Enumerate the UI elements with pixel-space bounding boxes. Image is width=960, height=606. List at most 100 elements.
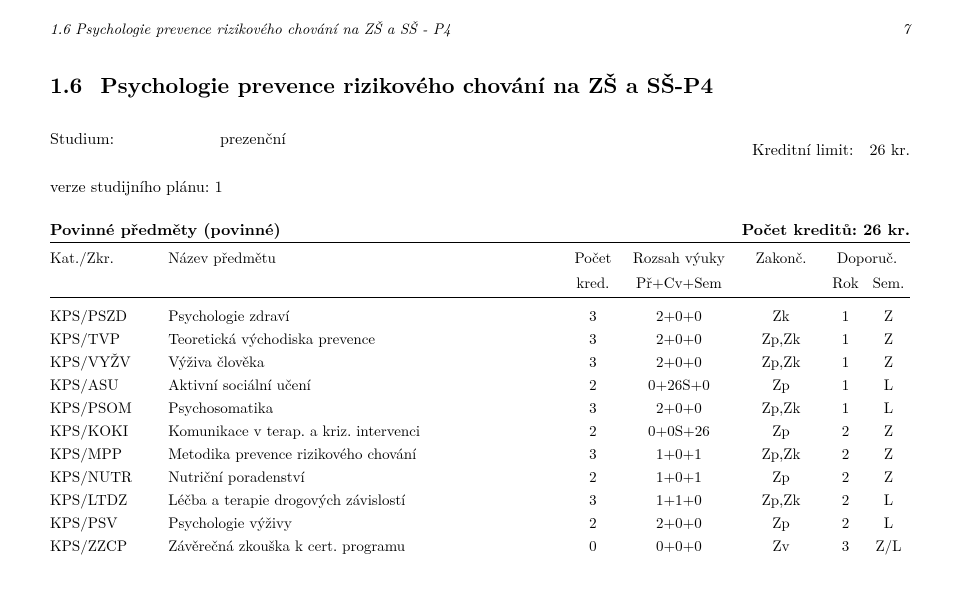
- cell-sem: L: [867, 373, 910, 396]
- cell-roz: 1+1+0: [620, 488, 738, 511]
- cell-kred: 3: [566, 396, 620, 419]
- table-row: KPS/VYŽVVýživa člověka32+0+0Zp,Zk1Z: [50, 350, 910, 373]
- cell-name: Psychologie výživy: [168, 511, 566, 534]
- cell-roz: 2+0+0: [620, 396, 738, 419]
- cell-kat: KPS/ZZCP: [50, 534, 168, 557]
- table-row: KPS/ZZCPZávěrečná zkouška k cert. progra…: [50, 534, 910, 557]
- cell-kred: 3: [566, 350, 620, 373]
- table-row: KPS/PSZDPsychologie zdraví32+0+0Zk1Z: [50, 304, 910, 327]
- table-row: KPS/LTDZLéčba a terapie drogových závisl…: [50, 488, 910, 511]
- cell-roz: 2+0+0: [620, 350, 738, 373]
- cell-kat: KPS/NUTR: [50, 465, 168, 488]
- cell-roz: 1+0+1: [620, 442, 738, 465]
- cell-rok: 1: [824, 304, 867, 327]
- cell-sem: Z/L: [867, 534, 910, 557]
- cell-zak: Zp: [738, 465, 824, 488]
- table-row: KPS/ASUAktivní sociální učení20+26S+0Zp1…: [50, 373, 910, 396]
- section-text: Psychologie prevence rizikového chování …: [100, 69, 713, 100]
- cell-rok: 1: [824, 373, 867, 396]
- section-title: 1.6 Psychologie prevence rizikového chová…: [50, 69, 910, 100]
- page-number: 7: [902, 18, 910, 39]
- th-rok: Rok: [824, 270, 867, 295]
- running-header: 1.6 Psychologie prevence rizikového chov…: [50, 18, 910, 39]
- cell-rok: 1: [824, 396, 867, 419]
- th-roz: Rozsah výuky: [620, 245, 738, 270]
- table-header: Kat./Zkr. Název předmětu Počet Rozsah vý…: [50, 245, 910, 295]
- study-value: prezenční: [220, 126, 286, 149]
- rule-mid: [50, 297, 910, 298]
- cell-rok: 2: [824, 419, 867, 442]
- cell-kat: KPS/KOKI: [50, 419, 168, 442]
- cell-sem: Z: [867, 419, 910, 442]
- cell-name: Závěrečná zkouška k cert. programu: [168, 534, 566, 557]
- cell-kred: 2: [566, 511, 620, 534]
- cell-rok: 2: [824, 511, 867, 534]
- cell-rok: 2: [824, 488, 867, 511]
- group-credits: Počet kreditů: 26 kr.: [742, 217, 910, 240]
- cell-kat: KPS/ASU: [50, 373, 168, 396]
- th-zak: Zakonč.: [738, 245, 824, 270]
- table-row: KPS/TVPTeoretická východiska prevence32+…: [50, 327, 910, 350]
- credit-limit-value: 26 kr.: [870, 137, 911, 160]
- section-number: 1.6: [50, 69, 82, 100]
- th-kat: Kat./Zkr.: [50, 245, 168, 270]
- table-row: KPS/PSVPsychologie výživy22+0+0Zp2L: [50, 511, 910, 534]
- cell-kat: KPS/VYŽV: [50, 350, 168, 373]
- th-dop: Doporuč.: [824, 245, 910, 270]
- cell-name: Psychologie zdraví: [168, 304, 566, 327]
- study-label: Studium:: [50, 126, 220, 149]
- cell-zak: Zp: [738, 419, 824, 442]
- cell-rok: 3: [824, 534, 867, 557]
- cell-kred: 2: [566, 373, 620, 396]
- cell-name: Léčba a terapie drogových závislostí: [168, 488, 566, 511]
- cell-name: Metodika prevence rizikového chování: [168, 442, 566, 465]
- group-header: Povinné předměty (povinné) Počet kreditů…: [50, 217, 910, 240]
- cell-rok: 2: [824, 442, 867, 465]
- cell-zak: Zp,Zk: [738, 488, 824, 511]
- cell-roz: 2+0+0: [620, 511, 738, 534]
- cell-roz: 1+0+1: [620, 465, 738, 488]
- cell-name: Nutriční poradenství: [168, 465, 566, 488]
- cell-kred: 3: [566, 488, 620, 511]
- cell-kat: KPS/PSV: [50, 511, 168, 534]
- cell-sem: Z: [867, 442, 910, 465]
- cell-roz: 0+0S+26: [620, 419, 738, 442]
- cell-kred: 0: [566, 534, 620, 557]
- cell-kat: KPS/PSZD: [50, 304, 168, 327]
- cell-zak: Zp,Zk: [738, 327, 824, 350]
- cell-sem: Z: [867, 350, 910, 373]
- cell-sem: Z: [867, 465, 910, 488]
- cell-kat: KPS/PSOM: [50, 396, 168, 419]
- table-row: KPS/MPPMetodika prevence rizikového chov…: [50, 442, 910, 465]
- cell-name: Komunikace v terap. a kriz. intervenci: [168, 419, 566, 442]
- th-sem: Sem.: [867, 270, 910, 295]
- cell-roz: 0+26S+0: [620, 373, 738, 396]
- cell-kat: KPS/MPP: [50, 442, 168, 465]
- credit-limit-label: Kreditní limit:: [752, 137, 853, 160]
- rule-top: [50, 242, 910, 243]
- plan-version: verze studijního plánu: 1: [50, 174, 223, 197]
- running-title: 1.6 Psychologie prevence rizikového chov…: [50, 18, 451, 39]
- cell-zak: Zp,Zk: [738, 350, 824, 373]
- table-row: KPS/KOKIKomunikace v terap. a kriz. inte…: [50, 419, 910, 442]
- cell-sem: Z: [867, 304, 910, 327]
- cell-kred: 2: [566, 465, 620, 488]
- cell-zak: Zv: [738, 534, 824, 557]
- cell-zak: Zp: [738, 373, 824, 396]
- cell-name: Aktivní sociální učení: [168, 373, 566, 396]
- group-title: Povinné předměty (povinné): [50, 217, 281, 240]
- cell-sem: L: [867, 396, 910, 419]
- cell-sem: Z: [867, 327, 910, 350]
- th-kred: Počet: [566, 245, 620, 270]
- cell-kred: 3: [566, 442, 620, 465]
- cell-zak: Zk: [738, 304, 824, 327]
- cell-kred: 3: [566, 304, 620, 327]
- cell-rok: 2: [824, 465, 867, 488]
- cell-kred: 2: [566, 419, 620, 442]
- th-roz2: Př+Cv+Sem: [620, 270, 738, 295]
- cell-zak: Zp,Zk: [738, 396, 824, 419]
- cell-rok: 1: [824, 327, 867, 350]
- cell-kat: KPS/LTDZ: [50, 488, 168, 511]
- th-kred2: kred.: [566, 270, 620, 295]
- cell-roz: 2+0+0: [620, 304, 738, 327]
